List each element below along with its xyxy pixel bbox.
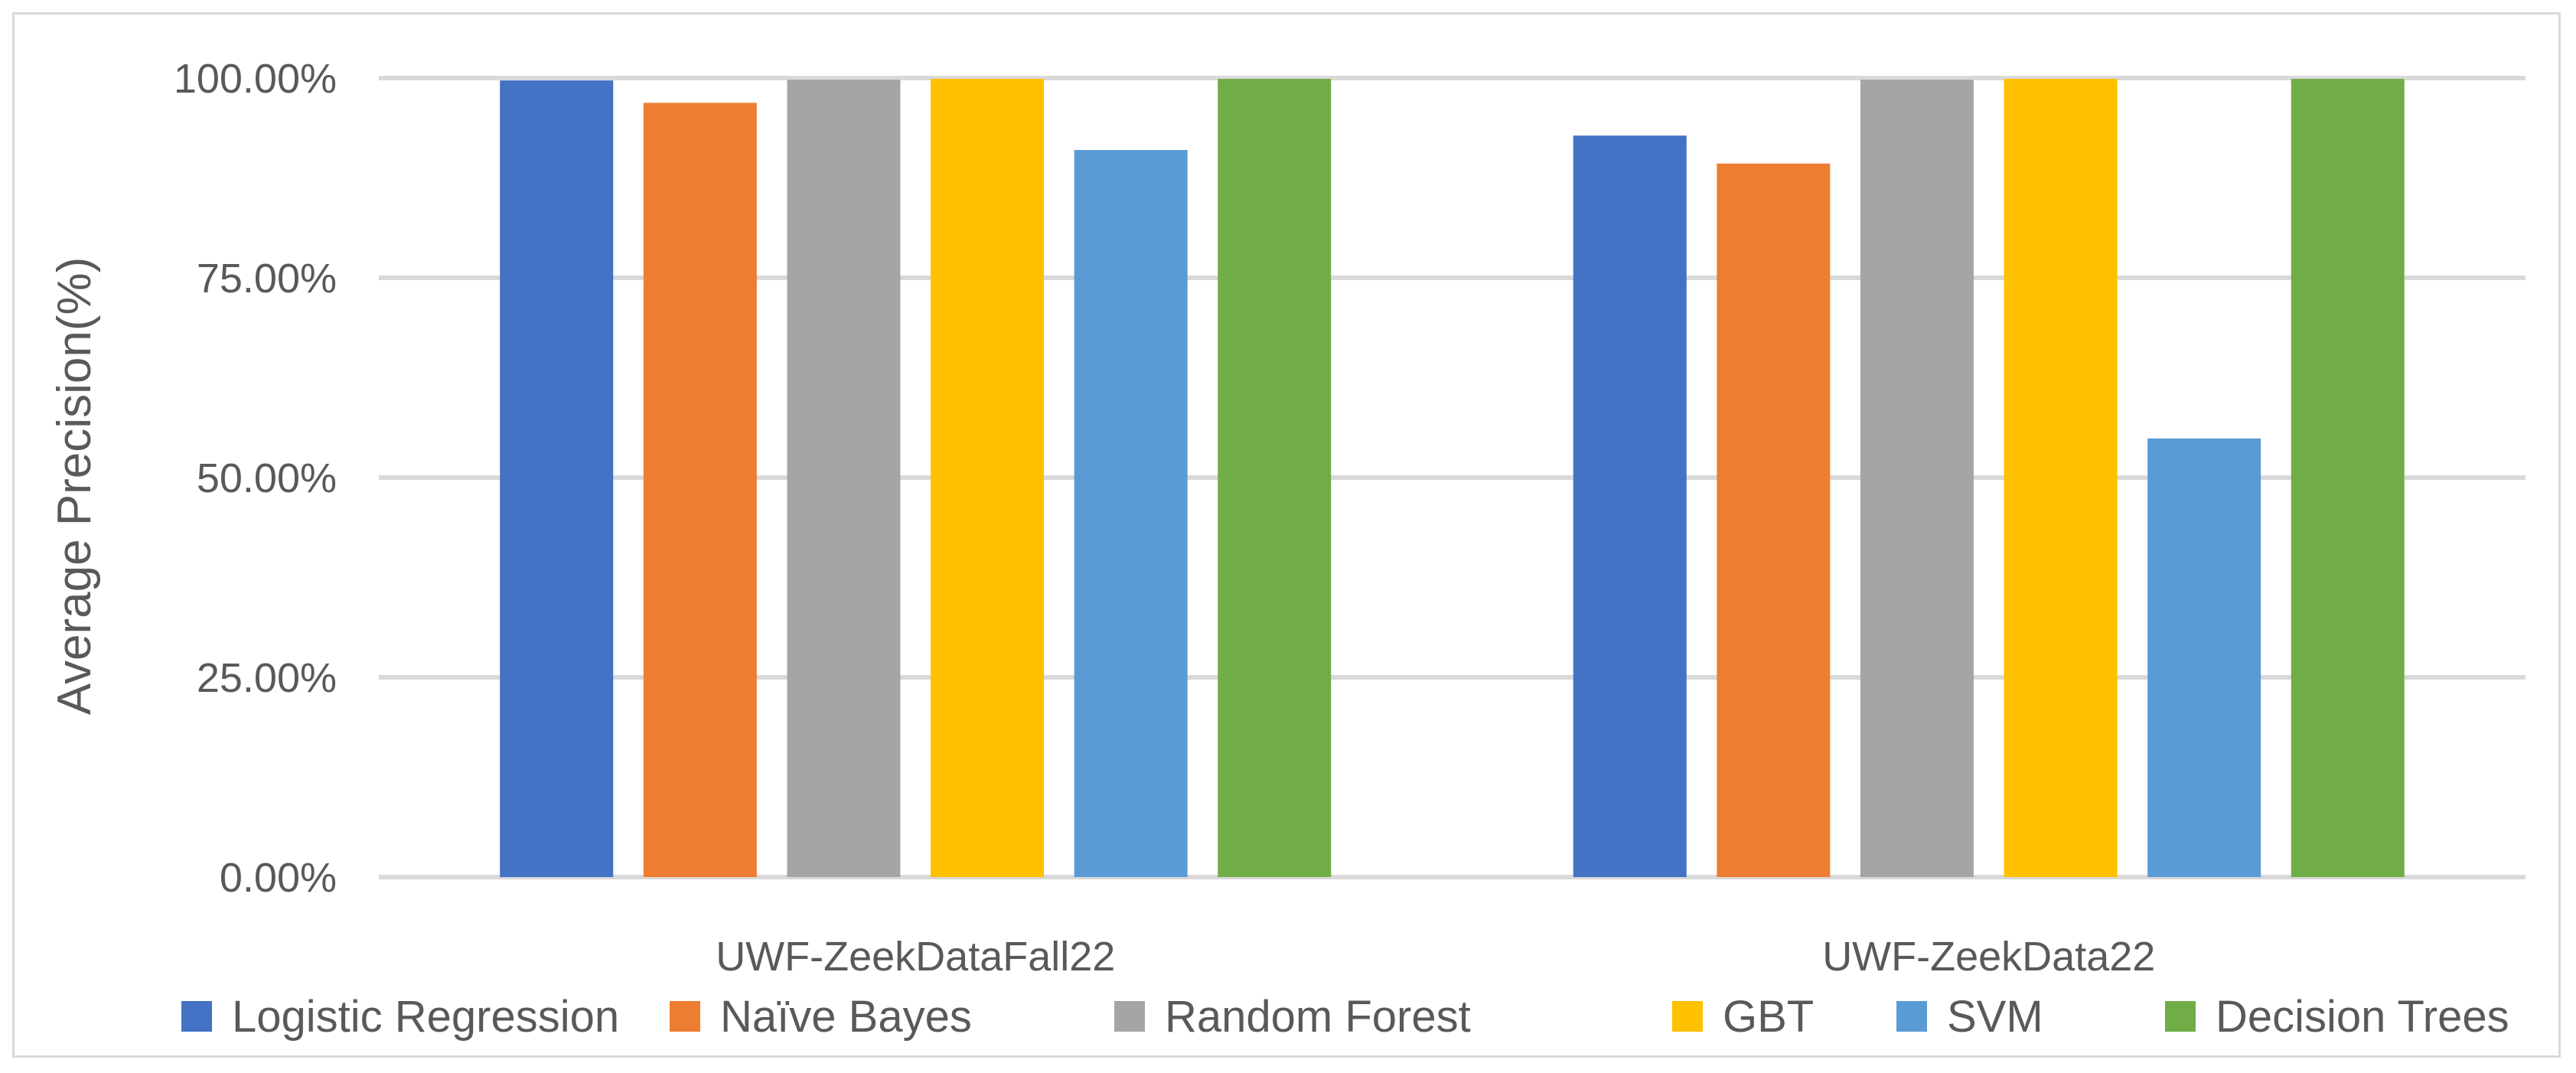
y-tick-labels: 0.00% 25.00% 50.00% 75.00% 100.00% [174,56,337,901]
legend-item: Logistic Regression [181,992,619,1042]
legend-swatch [181,1001,212,1032]
y-tick-label: 0.00% [220,855,337,901]
legend-swatch [1114,1001,1145,1032]
legend-item: GBT [1672,992,1814,1042]
bar-gbt [931,79,1045,878]
legend-label: Decision Trees [2216,992,2509,1042]
bar-svm [2147,438,2261,877]
legend-swatch [1672,1001,1703,1032]
bar-decision-trees [1218,79,1332,878]
y-axis-title: Average Precision(%) [48,257,101,715]
legend-item: Decision Trees [2165,992,2509,1042]
bar-gbt [2004,79,2118,878]
legend-swatch [1896,1001,1927,1032]
bar-logistic-regression [1573,135,1687,878]
y-tick-label: 75.00% [197,256,337,302]
legend-label: Logistic Regression [232,992,619,1042]
bar-random-forest [787,80,901,877]
bars [500,79,2405,878]
bar-na-ve-bayes [1717,163,1831,877]
legend-label: SVM [1947,992,2043,1042]
bar-logistic-regression [500,80,614,878]
legend-label: Naïve Bayes [720,992,972,1042]
category-label: UWF-ZeekDataFall22 [716,934,1115,980]
legend-label: GBT [1723,992,1814,1042]
legend-item: Random Forest [1114,992,1471,1042]
legend-label: Random Forest [1165,992,1471,1042]
category-label: UWF-ZeekData22 [1822,934,2155,980]
y-tick-label: 50.00% [197,455,337,501]
y-tick-label: 25.00% [197,655,337,701]
legend-swatch [2165,1001,2196,1032]
legend-item: SVM [1896,992,2043,1042]
bar-decision-trees [2291,79,2405,878]
category-labels: UWF-ZeekDataFall22 UWF-ZeekData22 [716,934,2155,980]
legend: Logistic Regression Naïve Bayes Random For… [181,992,2509,1042]
legend-item: Naïve Bayes [670,992,972,1042]
bar-na-ve-bayes [643,103,757,877]
bar-random-forest [1860,80,1974,877]
bar-svm [1074,149,1188,877]
legend-swatch [670,1001,700,1032]
y-tick-label: 100.00% [174,56,337,102]
